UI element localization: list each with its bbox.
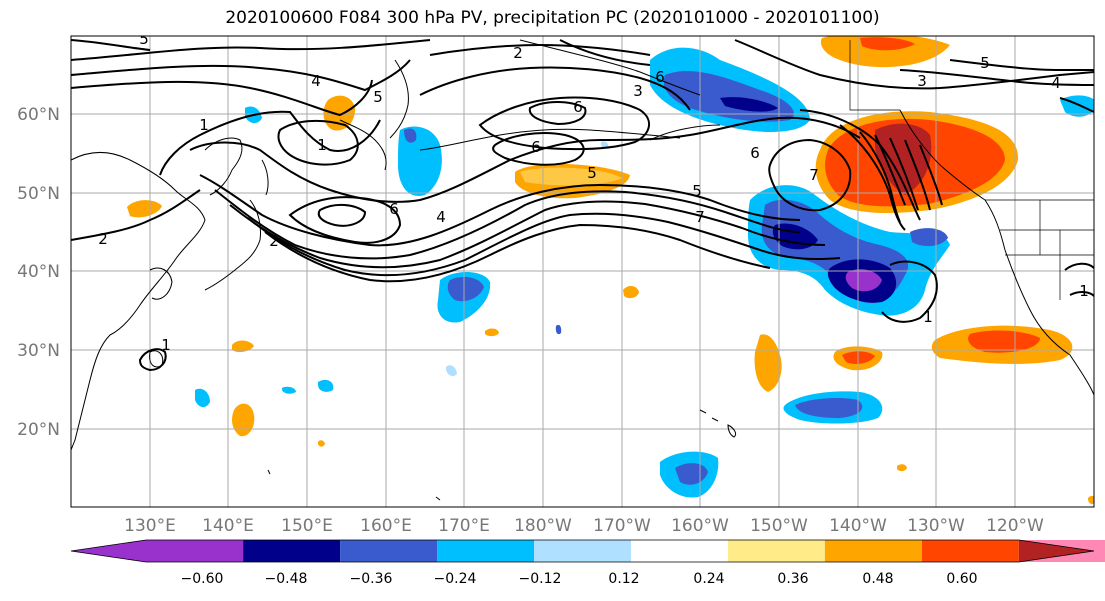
contour-label: 6 [573,98,583,116]
contour-label: 1 [1079,282,1089,300]
colorbar-tick-label: 0.12 [608,571,639,587]
lat-label: 40°N [17,262,60,282]
lat-label: 50°N [17,184,60,204]
colorbar-swatch [243,540,341,562]
lon-label: 120°W [986,516,1044,536]
contour-label: 6 [389,200,399,218]
contour-label: 7 [695,208,705,226]
lon-label: 140°W [829,516,887,536]
colorbar-swatch [727,540,825,562]
colorbar-swatch [340,540,438,562]
colorbar-swatch [824,540,922,562]
contour-label: 6 [655,68,665,86]
graticule [71,36,1094,507]
contour-label: 3 [917,72,927,90]
map-title: 2020100600 F084 300 hPa PV, precipitatio… [225,8,880,28]
contour-label: 5 [139,30,149,48]
lon-label: 150°W [750,516,808,536]
colorbar-tick-label: 0.36 [777,571,808,587]
colorbar-tick-label: −0.48 [265,571,308,587]
contour-label: 4 [311,72,321,90]
contour-label: 6 [750,144,760,162]
colorbar-tick-label: −0.12 [519,571,562,587]
colorbar-swatch [534,540,631,562]
lon-label: 170°W [593,516,651,536]
contour-label: 4 [1051,74,1061,92]
contour-label: 1 [161,336,171,354]
lat-label: 20°N [17,420,60,440]
contour-label: 4 [436,208,446,226]
latitude-labels: 60°N 50°N 40°N 30°N 20°N [17,105,60,440]
colorbar-labels: −0.60 −0.48 −0.36 −0.24 −0.12 0.12 0.24 … [181,571,978,587]
coastlines [71,39,1094,501]
lat-label: 30°N [17,341,60,361]
contour-label: 2 [513,44,523,62]
lat-label: 60°N [17,105,60,125]
contour-label: 3 [633,82,643,100]
lon-label: 180°W [514,516,572,536]
colorbar-tick-label: 0.60 [946,571,977,587]
contour-label: 1 [923,308,933,326]
contour-label: 6 [531,138,541,156]
colorbar-swatch [921,540,1019,562]
contour-label: 7 [809,166,819,184]
contour-label: 1 [317,136,327,154]
lon-label: 160°E [360,516,412,536]
contour-label: 5 [980,54,990,72]
longitude-labels: 130°E 140°E 150°E 160°E 170°E 180°W 170°… [124,516,1044,536]
contour-label: 1 [199,116,209,134]
colorbar-tick-label: −0.24 [434,571,477,587]
map-frame [70,35,1095,508]
precip-shading [127,36,1094,505]
contour-label: 5 [587,164,597,182]
lon-label: 130°E [124,516,176,536]
contour-label: 5 [692,182,702,200]
colorbar-swatch [71,540,244,562]
contour-label: 2 [269,232,279,250]
colorbar-tick-label: −0.36 [350,571,393,587]
contour-label: 2 [98,230,108,248]
colorbar-outline [70,539,1095,563]
lon-label: 130°W [907,516,965,536]
pv-contours [71,39,1094,372]
contour-label-group: 5 2 3 5 4 4 1 1 6 6 3 2 6 6 5 4 5 6 5 7 … [98,30,1089,354]
lon-label: 170°E [438,516,490,536]
colorbar-swatch [437,540,535,562]
colorbar-tick-label: 0.48 [862,571,893,587]
colorbar-tick-label: 0.24 [693,571,724,587]
colorbar-swatch [1018,540,1105,562]
lon-label: 160°W [671,516,729,536]
lon-label: 150°E [281,516,333,536]
contour-label: 5 [373,88,383,106]
borders [849,40,1094,300]
precip-negative-shading [195,47,1094,498]
colorbar-swatch [630,540,728,562]
colorbar-tick-label: −0.60 [181,571,224,587]
colorbar [70,539,1105,563]
lon-label: 140°E [202,516,254,536]
